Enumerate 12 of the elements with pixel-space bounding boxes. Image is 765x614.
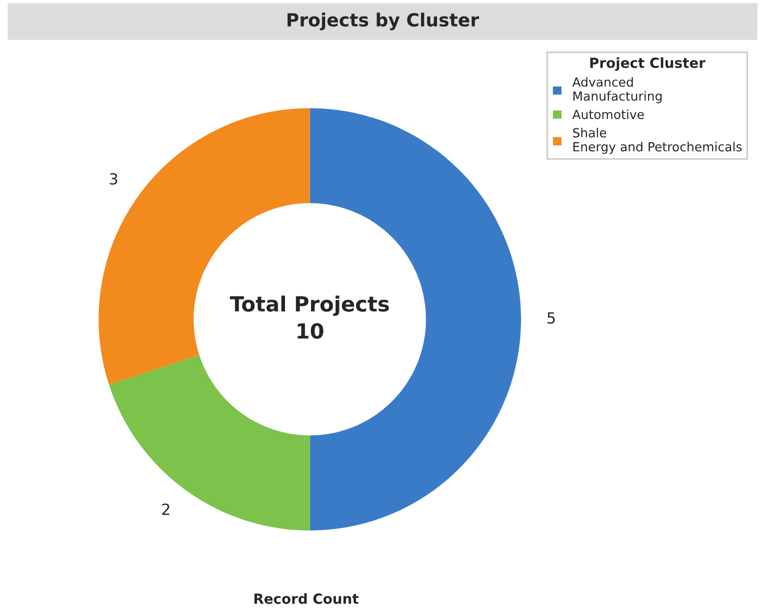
text: 10 — [298, 323, 324, 339]
legend-label: Shale Energy and Petrochemicals — [573, 128, 742, 154]
data-label: 5 — [548, 312, 555, 324]
data-label: 2 — [162, 504, 170, 515]
data-label: 3 — [110, 173, 118, 185]
legend-label: Automotive — [572, 109, 644, 120]
chart-title: Projects by Cluster — [288, 12, 480, 30]
text: Total Projects — [230, 296, 389, 316]
text: Record Count — [254, 593, 359, 604]
legend-label: Advanced Manufacturing — [572, 77, 662, 104]
donut-slice — [108, 355, 310, 530]
legend-title: Project Cluster — [590, 57, 706, 71]
